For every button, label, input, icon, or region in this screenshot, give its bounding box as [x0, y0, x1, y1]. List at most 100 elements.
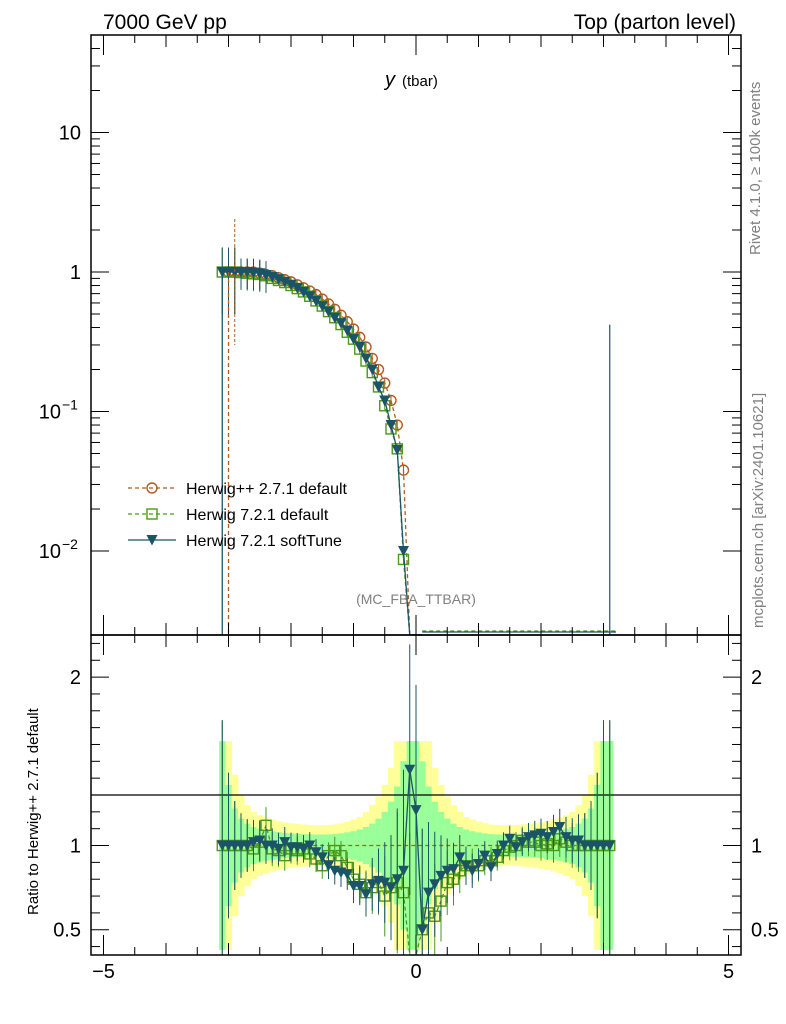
- y-tick-label-right: 0.5: [751, 920, 779, 942]
- data-point: [441, 865, 453, 877]
- y-tick-label: 1: [70, 262, 81, 284]
- data-point: [329, 312, 341, 324]
- data-point: [304, 840, 316, 852]
- y-tick-label: 0.5: [53, 920, 81, 942]
- data-point: [391, 874, 403, 885]
- data-point: [416, 924, 428, 936]
- data-point: [285, 279, 297, 291]
- x-tick-label: −5: [92, 961, 115, 983]
- data-point: [360, 889, 372, 900]
- data-point: [254, 835, 266, 846]
- rivet-version-label: Rivet 4.1.0, ≥ 100k events: [747, 82, 764, 255]
- data-point: [404, 764, 416, 776]
- data-point: [385, 882, 397, 894]
- data-point: [273, 274, 284, 285]
- uncertainty-band-green: [462, 829, 470, 862]
- data-point: [473, 859, 484, 870]
- legend-marker: [146, 535, 158, 546]
- data-point: [323, 306, 334, 318]
- data-point: [366, 879, 378, 890]
- data-point: [279, 837, 291, 848]
- data-point: [304, 291, 316, 302]
- data-point: [504, 833, 516, 845]
- data-point: [341, 869, 353, 880]
- data-point: [454, 852, 466, 863]
- data-point: [379, 395, 391, 406]
- uncertainty-band-green: [475, 832, 483, 859]
- y-tick-exponent: −1: [62, 397, 78, 413]
- ratio-series-herwig-7-2-1-softtune: [216, 644, 616, 955]
- data-point: [410, 805, 422, 816]
- data-point: [360, 353, 372, 364]
- legend-label: Herwig++ 2.7.1 default: [186, 481, 348, 498]
- data-point: [398, 546, 409, 557]
- data-point: [354, 342, 366, 353]
- data-point: [510, 842, 522, 853]
- y-tick-label: 10: [39, 402, 61, 424]
- watermark: (MC_FBA_TTBAR): [356, 591, 476, 607]
- header-left: 7000 GeV pp: [103, 11, 227, 34]
- legend: Herwig++ 2.7.1 default Herwig 7.2.1 defau…: [128, 481, 348, 550]
- data-point: [535, 828, 547, 840]
- y-tick-exponent: −2: [62, 536, 78, 552]
- data-point: [310, 295, 322, 307]
- data-point: [298, 286, 309, 298]
- data-point: [385, 420, 397, 431]
- data-point: [573, 835, 584, 846]
- y-tick-label: 1: [70, 836, 81, 858]
- y-tick-label-right: 2: [751, 667, 762, 689]
- series-herwig-7-2-1-softtune: [216, 247, 423, 636]
- data-point: [241, 840, 253, 852]
- data-point: [435, 870, 447, 882]
- ratio-axis: 0.5 0.5 1 1 2 2 −5 0 5: [53, 635, 779, 983]
- y-tick-label-right: 1: [751, 836, 762, 858]
- data-point: [498, 840, 509, 852]
- data-point: [348, 334, 359, 345]
- data-point: [266, 840, 278, 852]
- data-point: [423, 887, 434, 899]
- data-point: [398, 865, 409, 877]
- ratio-curves: [216, 644, 616, 956]
- data-point: [485, 862, 497, 873]
- ratio-panel: 0.5 0.5 1 1 2 2 −5 0 5 Ratio to Herwig++ 2.7.1 d…: [25, 634, 779, 983]
- data-point: [541, 832, 553, 843]
- data-point: [316, 301, 328, 312]
- data-point: [379, 877, 391, 889]
- y-tick-label: 10: [39, 541, 61, 563]
- data-point: [316, 852, 328, 863]
- legend-label: Herwig 7.2.1 softTune: [186, 533, 342, 550]
- data-point: [516, 837, 528, 848]
- y-tick-label: 2: [70, 667, 81, 689]
- data-point: [429, 879, 441, 890]
- data-point: [479, 850, 491, 862]
- data-point: [298, 843, 309, 855]
- data-point: [554, 822, 566, 833]
- y-tick-label: 10: [59, 123, 81, 145]
- legend-marker: [146, 482, 158, 494]
- data-point: [335, 318, 347, 329]
- data-point: [366, 364, 378, 376]
- data-point: [604, 840, 616, 852]
- data-point: [448, 864, 459, 875]
- data-point: [310, 847, 322, 858]
- plot-title-sub: (tbar): [402, 73, 438, 90]
- data-point: [466, 865, 478, 877]
- uncertainty-band-green: [469, 831, 476, 860]
- ratio-y-label: Ratio to Herwig++ 2.7.1 default: [25, 707, 42, 915]
- data-point: [279, 276, 291, 288]
- data-point: [248, 837, 259, 848]
- plot-title: y: [383, 69, 396, 91]
- x-tick-label: 5: [723, 961, 734, 983]
- data-point: [354, 880, 366, 892]
- series-line: [228, 271, 423, 636]
- uncertainty-band-green: [356, 829, 364, 862]
- mcplots-label: mcplots.cern.ch [arXiv:2401.10621]: [750, 393, 767, 628]
- data-point: [548, 827, 559, 838]
- uncertainty-band-green: [350, 831, 358, 860]
- main-curves: [216, 218, 616, 636]
- uncertainty-band-green: [344, 832, 351, 859]
- data-point: [291, 282, 303, 294]
